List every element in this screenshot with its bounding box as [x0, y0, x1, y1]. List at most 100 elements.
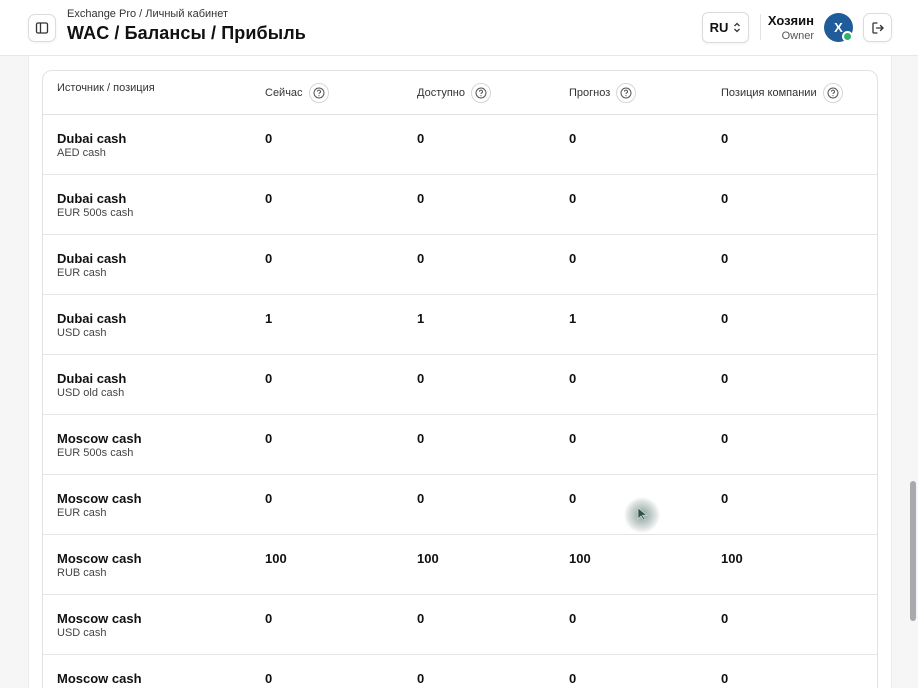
company-position-value: 0 [721, 251, 729, 266]
source-name: Moscow cash [57, 671, 142, 686]
source-name: Dubai cash [57, 191, 127, 206]
forecast-value: 100 [569, 551, 591, 566]
source-name: Moscow cash [57, 611, 142, 626]
table-row[interactable]: Dubai cash EUR cash 0 0 0 0 [43, 235, 877, 295]
forecast-value: 0 [569, 431, 577, 446]
table-row[interactable]: Dubai cash AED cash 0 0 0 0 [43, 115, 877, 175]
position-name: EUR cash [57, 507, 107, 519]
now-value: 100 [265, 551, 287, 566]
company-position-value: 0 [721, 371, 729, 386]
question-icon [827, 87, 839, 99]
company-position-value: 0 [721, 611, 729, 626]
user-name: Хозяин [767, 13, 814, 28]
forecast-value: 0 [569, 371, 577, 386]
company-position-value: 0 [721, 311, 729, 326]
column-header-forecast: Прогноз [569, 71, 637, 115]
available-value: 0 [417, 611, 425, 626]
source-name: Dubai cash [57, 131, 127, 146]
company-position-value: 0 [721, 431, 729, 446]
avatar-letter: X [834, 20, 843, 35]
now-value: 0 [265, 491, 273, 506]
mouse-cursor [624, 497, 660, 533]
company-position-value: 0 [721, 491, 729, 506]
chevron-updown-icon [734, 22, 741, 33]
now-value: 0 [265, 671, 273, 686]
company-position-value: 100 [721, 551, 743, 566]
column-header-label: Доступно [417, 87, 466, 99]
table-header: Источник / позиция Сейчас Доступно Прогн… [43, 71, 877, 115]
company-position-value: 0 [721, 131, 729, 146]
position-name: EUR cash [57, 267, 107, 279]
table-row[interactable]: Moscow cash USD cash 0 0 0 0 [43, 595, 877, 655]
now-value: 0 [265, 191, 273, 206]
available-value: 0 [417, 671, 425, 686]
table-row[interactable]: Dubai cash USD old cash 0 0 0 0 [43, 355, 877, 415]
scrollbar-thumb[interactable] [910, 481, 916, 621]
available-value: 0 [417, 251, 425, 266]
page-title: WAC / Балансы / Прибыль [67, 23, 306, 43]
position-name: RUB cash [57, 567, 107, 579]
column-header-available: Доступно [417, 71, 492, 115]
online-status-dot [842, 31, 853, 42]
company-position-value: 0 [721, 671, 729, 686]
header-divider [760, 14, 761, 40]
question-icon [475, 87, 487, 99]
column-header-label: Прогноз [569, 87, 611, 99]
user-role: Owner [781, 30, 814, 42]
app-header: Exchange Pro / Личный кабинет WAC / Бала… [0, 0, 918, 56]
help-button[interactable] [308, 83, 329, 103]
table-row[interactable]: Moscow cash 0 0 0 0 [43, 655, 877, 688]
column-header-label: Источник / позиция [57, 82, 155, 94]
column-header-label: Сейчас [265, 87, 303, 99]
column-header-now: Сейчас [265, 71, 329, 115]
source-name: Moscow cash [57, 551, 142, 566]
forecast-value: 0 [569, 131, 577, 146]
now-value: 0 [265, 251, 273, 266]
column-header-company-position: Позиция компании [721, 71, 843, 115]
table-row[interactable]: Dubai cash EUR 500s cash 0 0 0 0 [43, 175, 877, 235]
cursor-arrow-icon [637, 507, 649, 521]
table-row[interactable]: Dubai cash USD cash 1 1 1 0 [43, 295, 877, 355]
position-name: USD cash [57, 327, 107, 339]
now-value: 0 [265, 431, 273, 446]
question-icon [313, 87, 325, 99]
position-name: USD old cash [57, 387, 125, 399]
forecast-value: 0 [569, 611, 577, 626]
column-header-label: Позиция компании [721, 87, 817, 99]
help-button[interactable] [822, 83, 843, 103]
column-header-source: Источник / позиция [57, 71, 155, 115]
now-value: 1 [265, 311, 273, 326]
position-name: USD cash [57, 627, 107, 639]
balances-table: Источник / позиция Сейчас Доступно Прогн… [42, 70, 878, 688]
now-value: 0 [265, 611, 273, 626]
source-name: Moscow cash [57, 431, 142, 446]
source-name: Moscow cash [57, 491, 142, 506]
table-row[interactable]: Moscow cash EUR 500s cash 0 0 0 0 [43, 415, 877, 475]
sidebar-toggle-icon [35, 22, 49, 34]
table-row[interactable]: Moscow cash RUB cash 100 100 100 100 [43, 535, 877, 595]
forecast-value: 0 [569, 251, 577, 266]
help-button[interactable] [616, 83, 637, 103]
available-value: 100 [417, 551, 439, 566]
now-value: 0 [265, 371, 273, 386]
available-value: 0 [417, 371, 425, 386]
help-button[interactable] [471, 83, 492, 103]
language-value: RU [709, 20, 729, 35]
breadcrumb[interactable]: Exchange Pro / Личный кабинет [67, 8, 229, 20]
forecast-value: 0 [569, 671, 577, 686]
available-value: 0 [417, 131, 425, 146]
available-value: 1 [417, 311, 425, 326]
forecast-value: 0 [569, 191, 577, 206]
position-name: AED cash [57, 147, 106, 159]
forecast-value: 1 [569, 311, 577, 326]
logout-button[interactable] [863, 13, 892, 42]
available-value: 0 [417, 191, 425, 206]
forecast-value: 0 [569, 491, 577, 506]
language-select[interactable]: RU [702, 12, 749, 43]
question-icon [620, 87, 632, 99]
available-value: 0 [417, 491, 425, 506]
table-row[interactable]: Moscow cash EUR cash 0 0 0 0 [43, 475, 877, 535]
sidebar-toggle-button[interactable] [28, 14, 56, 42]
now-value: 0 [265, 131, 273, 146]
available-value: 0 [417, 431, 425, 446]
